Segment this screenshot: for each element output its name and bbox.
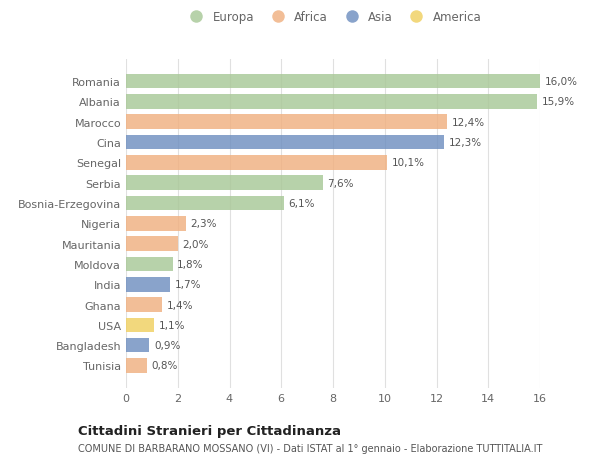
Text: 1,7%: 1,7% <box>175 280 201 290</box>
Bar <box>126 115 447 130</box>
Bar <box>126 196 284 211</box>
Bar <box>126 217 185 231</box>
Bar <box>126 277 170 292</box>
Bar <box>126 95 538 109</box>
Bar <box>126 338 149 353</box>
Text: 0,9%: 0,9% <box>154 341 181 350</box>
Text: 1,1%: 1,1% <box>159 320 185 330</box>
Text: COMUNE DI BARBARANO MOSSANO (VI) - Dati ISTAT al 1° gennaio - Elaborazione TUTTI: COMUNE DI BARBARANO MOSSANO (VI) - Dati … <box>78 443 542 453</box>
Text: 12,3%: 12,3% <box>449 138 482 148</box>
Bar <box>126 318 154 332</box>
Text: 2,0%: 2,0% <box>182 239 209 249</box>
Bar <box>126 237 178 252</box>
Text: 16,0%: 16,0% <box>545 77 578 87</box>
Text: 12,4%: 12,4% <box>452 118 485 128</box>
Bar <box>126 358 146 373</box>
Text: 1,4%: 1,4% <box>167 300 193 310</box>
Legend: Europa, Africa, Asia, America: Europa, Africa, Asia, America <box>179 6 487 29</box>
Text: 7,6%: 7,6% <box>328 178 354 188</box>
Text: 6,1%: 6,1% <box>289 198 315 208</box>
Text: Cittadini Stranieri per Cittadinanza: Cittadini Stranieri per Cittadinanza <box>78 424 341 437</box>
Bar <box>126 156 388 170</box>
Text: 0,8%: 0,8% <box>151 361 178 370</box>
Bar <box>126 75 540 89</box>
Text: 15,9%: 15,9% <box>542 97 575 107</box>
Bar <box>126 176 323 190</box>
Bar <box>126 257 173 272</box>
Text: 2,3%: 2,3% <box>190 219 217 229</box>
Text: 10,1%: 10,1% <box>392 158 425 168</box>
Bar <box>126 135 444 150</box>
Text: 1,8%: 1,8% <box>177 259 204 269</box>
Bar <box>126 297 162 312</box>
